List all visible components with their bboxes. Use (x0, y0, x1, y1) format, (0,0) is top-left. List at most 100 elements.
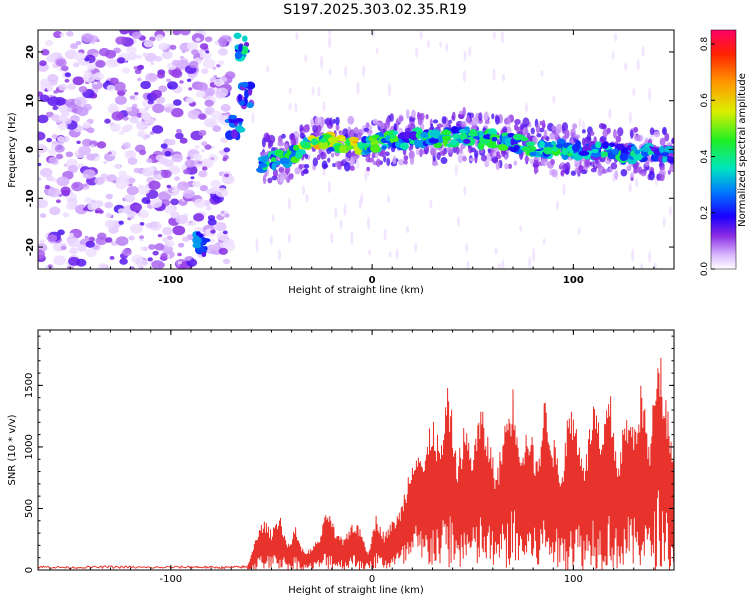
trace-cell (408, 131, 419, 141)
trace-halo-cell (484, 160, 490, 168)
noise-cell (528, 256, 532, 269)
noise-cell (124, 194, 136, 203)
trace-halo-cell (279, 174, 285, 184)
trace-halo-cell (327, 157, 331, 163)
noise-cell (147, 257, 153, 262)
noise-cell (204, 36, 213, 43)
noise-cell (144, 107, 149, 111)
noise-cell (181, 50, 186, 54)
trace-halo-cell (504, 163, 509, 170)
trace-cell (543, 146, 554, 155)
trace-cell (258, 163, 268, 168)
trace-halo-cell (431, 161, 439, 167)
burst-cell (238, 44, 243, 53)
trace-halo-cell (634, 134, 641, 142)
noise-cell (158, 85, 168, 93)
trace-halo-cell (335, 123, 340, 131)
trace-cell (659, 145, 665, 154)
noise-cell (201, 141, 208, 147)
colorbar-tick-label: 0.8 (700, 37, 710, 52)
noise-cell (218, 48, 228, 56)
trace-halo-cell (278, 166, 285, 174)
trace-halo-cell (565, 161, 571, 172)
noise-cell (105, 237, 113, 243)
trace-halo-cell (267, 177, 273, 184)
noise-cell (110, 240, 118, 246)
noise-cell (97, 232, 107, 240)
trace-halo-cell (562, 124, 566, 134)
trace-cell (550, 140, 557, 146)
snr-x-label: Height of straight line (km) (288, 585, 424, 596)
trace-halo-cell (626, 165, 632, 172)
noise-cell (45, 39, 54, 47)
trace-cell (619, 152, 629, 162)
trace-halo-cell (513, 160, 518, 166)
noise-cell (131, 31, 142, 39)
trace-halo-cell (529, 158, 535, 165)
trace-cell (525, 141, 536, 147)
noise-cell (47, 96, 60, 107)
trace-halo-cell (617, 127, 624, 137)
trace-halo-cell (533, 167, 538, 175)
snr-panel: -100 0 100 0 500 1000 1500 Height of straight… (7, 329, 675, 596)
burst-cell (244, 89, 250, 99)
trace-halo-cell (606, 127, 611, 135)
trace-cell (372, 134, 380, 139)
noise-cell (117, 208, 125, 214)
trace-halo-cell (533, 159, 539, 170)
trace-halo-cell (408, 145, 412, 152)
trace-cell (561, 147, 569, 156)
noise-cell (500, 31, 504, 43)
noise-cell (137, 55, 143, 59)
noise-cell (119, 258, 128, 265)
noise-cell (220, 210, 225, 214)
trace-cell (310, 138, 319, 145)
noise-cell (175, 214, 189, 225)
trace-cell (348, 136, 359, 142)
noise-cell (44, 184, 51, 190)
snr-series-line (38, 357, 674, 570)
noise-cell (383, 228, 387, 241)
trace-halo-cell (457, 153, 463, 164)
colorbar-tick-label: 0.6 (700, 93, 710, 108)
noise-cell (118, 130, 125, 135)
trace-halo-cell (314, 120, 319, 126)
noise-cell (204, 144, 212, 150)
noise-cell (414, 242, 418, 252)
trace-halo-cell (409, 155, 415, 165)
trace-halo-cell (272, 168, 279, 178)
noise-cell (186, 222, 191, 227)
noise-cell (145, 72, 158, 83)
noise-cell (106, 174, 118, 183)
noise-cell (171, 59, 181, 67)
trace-halo-cell (638, 166, 643, 175)
noise-cell (104, 49, 117, 59)
noise-cell (210, 229, 216, 234)
noise-cell (38, 131, 46, 141)
noise-cell (429, 199, 433, 209)
trace-halo-cell (335, 116, 340, 126)
trace-cell (575, 139, 581, 149)
noise-cell (105, 193, 114, 200)
noise-cell (205, 190, 210, 194)
noise-cell (356, 81, 360, 95)
noise-cell (136, 64, 144, 71)
burst-cell (192, 236, 202, 245)
noise-cell (183, 189, 195, 199)
noise-cell (78, 86, 88, 93)
trace-halo-cell (589, 131, 595, 136)
noise-cell (90, 144, 95, 148)
noise-cell (137, 212, 142, 217)
trace-halo-cell (440, 157, 448, 165)
noise-cell (322, 101, 326, 112)
spectrogram-y-label: Frequency (Hz) (7, 112, 18, 188)
trace-halo-cell (564, 169, 569, 175)
noise-cell (46, 86, 53, 92)
noise-cell (193, 213, 205, 222)
trace-halo-cell (462, 106, 466, 117)
noise-cell (196, 82, 208, 91)
trace-cell (522, 146, 531, 152)
noise-cell (82, 207, 88, 211)
trace-halo-cell (304, 153, 308, 160)
